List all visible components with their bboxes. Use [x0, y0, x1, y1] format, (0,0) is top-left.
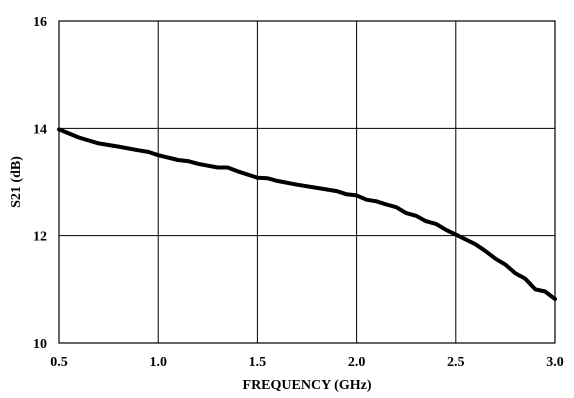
y-tick-label-1: 12 — [33, 230, 47, 245]
x-tick-labels: 0.5 1.0 1.5 2.0 2.5 3.0 — [50, 355, 564, 370]
y-tick-labels: 10 12 14 16 — [33, 15, 47, 352]
y-axis-label: S21 (dB) — [9, 156, 24, 208]
x-tick-label-3: 2.0 — [348, 355, 366, 370]
x-tick-label-0: 0.5 — [50, 355, 68, 370]
plot-area-border — [58, 20, 556, 344]
x-tick-label-4: 2.5 — [447, 355, 465, 370]
x-tick-label-2: 1.5 — [249, 355, 267, 370]
grid — [58, 20, 556, 344]
y-tick-label-2: 14 — [33, 122, 47, 137]
y-tick-label-3: 16 — [33, 15, 47, 30]
x-tick-label-5: 3.0 — [546, 355, 564, 370]
x-tick-label-1: 1.0 — [149, 355, 167, 370]
series-line-s21 — [57, 127, 557, 301]
y-tick-label-0: 10 — [33, 337, 47, 352]
x-axis-label: FREQUENCY (GHz) — [243, 378, 372, 393]
